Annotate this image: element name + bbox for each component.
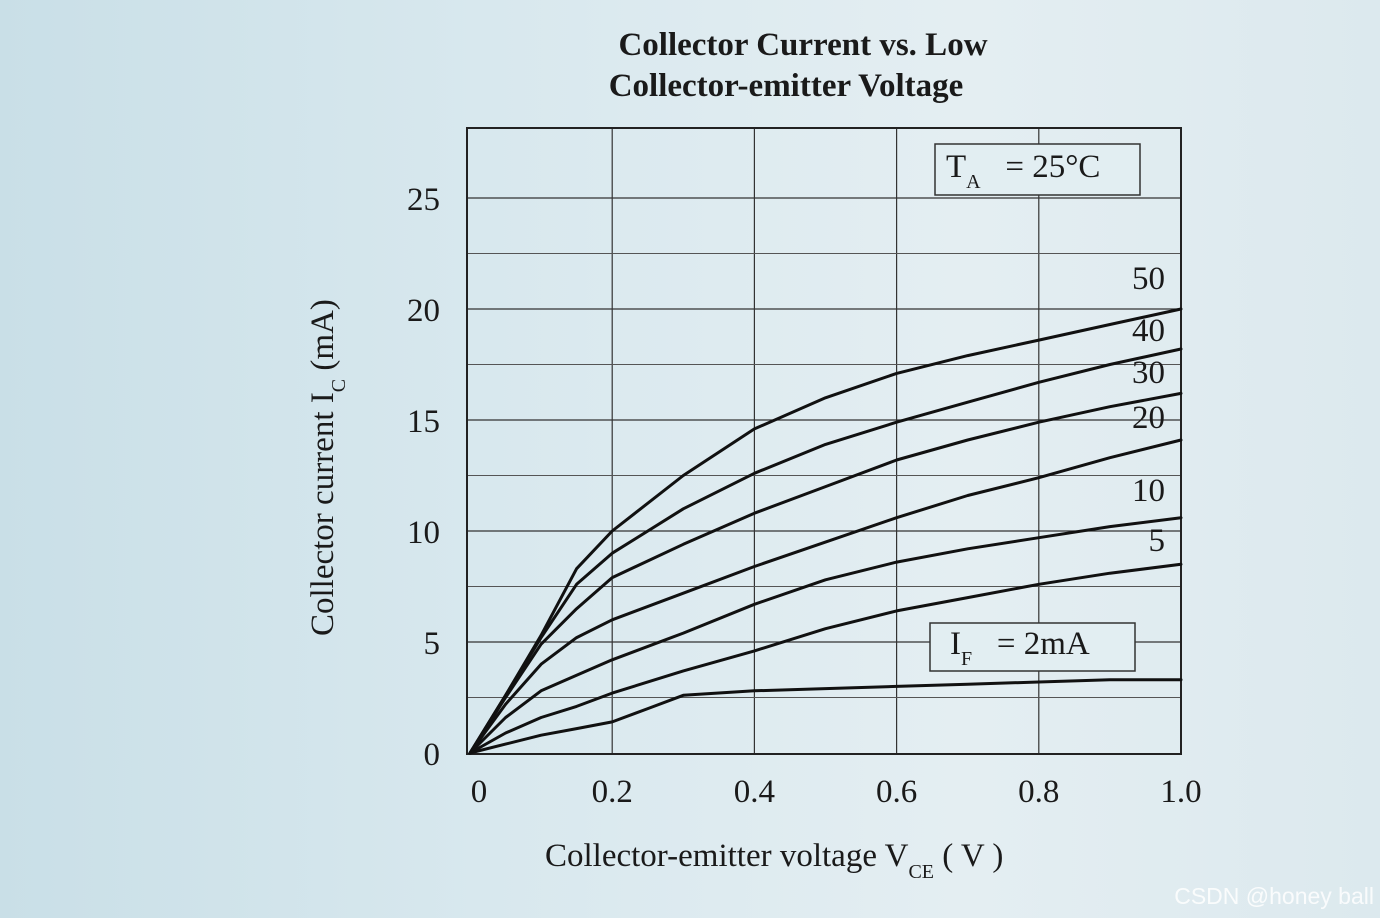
- curve-if-10: [468, 516, 1183, 755]
- x-tick-label: 1.0: [1160, 774, 1201, 810]
- x-tick-labels: 0 0.2 0.4 0.6 0.8 1.0: [471, 774, 1202, 810]
- x-tick-label: 0: [471, 774, 488, 810]
- if-box-main: I: [950, 626, 961, 662]
- y-tick-label: 15: [407, 404, 440, 440]
- series-label-40: 40: [1132, 313, 1165, 349]
- temperature-box-main: T: [946, 149, 966, 185]
- temperature-box: TA = 25°C: [934, 143, 1141, 196]
- if-box-sub: F: [961, 648, 972, 670]
- y-axis-label: Collector current IC (mA): [305, 299, 350, 636]
- y-tick-label: 25: [407, 182, 440, 218]
- svg-text:TA = 25°C: TA = 25°C: [946, 149, 1100, 193]
- y-tick-label: 10: [407, 515, 440, 551]
- watermark: CSDN @honey ball: [1174, 883, 1374, 909]
- temperature-box-rest: = 25°C: [981, 149, 1101, 185]
- y-tick-labels: 0 5 10 15 20 25: [407, 182, 440, 773]
- x-axis-label-main: Collector-emitter voltage V: [545, 838, 909, 874]
- y-tick-label: 5: [424, 626, 441, 662]
- series-label-5: 5: [1149, 523, 1166, 559]
- series-label-20: 20: [1132, 400, 1165, 436]
- x-tick-label: 0.2: [592, 774, 633, 810]
- x-axis-label-unit: ( V ): [934, 838, 1003, 874]
- y-axis-label-unit: (mA): [305, 299, 341, 379]
- curve-if-2mA: [468, 678, 1183, 755]
- y-axis-label-main: Collector current I: [305, 392, 341, 636]
- svg-text:IF = 2mA: IF = 2mA: [950, 626, 1090, 670]
- curve-if-5: [468, 562, 1183, 755]
- y-tick-label: 20: [407, 293, 440, 329]
- x-axis-label: Collector-emitter voltage VCE ( V ): [545, 838, 1003, 883]
- series-label-10: 10: [1132, 473, 1165, 509]
- curve-if-40: [468, 347, 1183, 755]
- series-label-30: 30: [1132, 355, 1165, 391]
- x-axis-label-sub: CE: [908, 861, 934, 883]
- chart-title-line2: Collector-emitter Voltage: [609, 68, 964, 104]
- chart-title-line1: Collector Current vs. Low: [618, 27, 987, 63]
- x-tick-label: 0.4: [734, 774, 775, 810]
- x-tick-label: 0.6: [876, 774, 917, 810]
- y-tick-label: 0: [424, 737, 441, 773]
- if-box-rest: = 2mA: [972, 626, 1090, 662]
- curve-if-30: [468, 391, 1183, 755]
- y-axis-label-sub: C: [328, 379, 350, 392]
- if-box: IF = 2mA: [929, 622, 1136, 672]
- curves: [468, 307, 1183, 755]
- series-labels: 50 40 30 20 10 5: [1132, 261, 1165, 559]
- curve-if-20: [468, 438, 1183, 755]
- x-tick-label: 0.8: [1018, 774, 1059, 810]
- series-label-50: 50: [1132, 261, 1165, 297]
- grid: [467, 128, 1181, 754]
- temperature-box-sub: A: [966, 171, 981, 193]
